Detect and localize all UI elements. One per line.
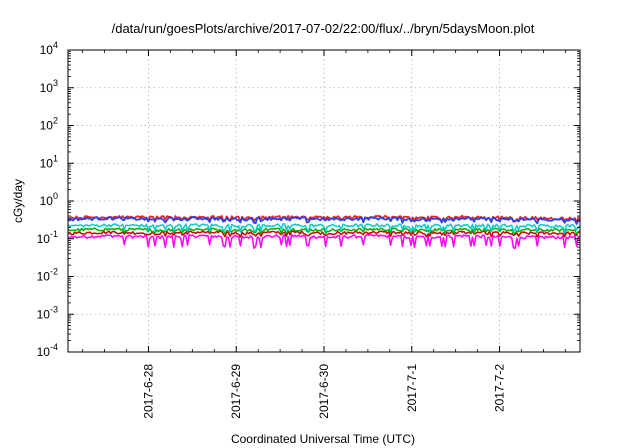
y-axis: 10-4 10-3 10-2 10-1 100 101 102 103 104 [37, 40, 580, 359]
y-tick-label: 10-2 [37, 267, 58, 284]
y-tick-label: 10-1 [37, 229, 58, 246]
y-tick-label: 10-4 [37, 342, 58, 359]
x-tick-label: 2017-6-28 [141, 364, 155, 419]
x-tick-label: 2017-6-30 [317, 364, 331, 419]
y-tick-label: 102 [40, 116, 58, 133]
series-line [67, 233, 581, 250]
chart-title: /data/run/goesPlots/archive/2017-07-02/2… [112, 21, 535, 36]
y-axis-label: cGy/day [11, 179, 25, 223]
series-group [67, 214, 581, 250]
series-line [67, 223, 581, 233]
y-tick-label: 104 [40, 40, 58, 57]
y-tick-label: 103 [40, 78, 58, 95]
x-tick-label: 2017-6-29 [229, 364, 243, 419]
y-tick-label: 101 [40, 153, 58, 170]
y-tick-label: 10-3 [37, 304, 58, 321]
x-tick-label: 2017-7-2 [493, 364, 507, 412]
series-line [67, 215, 581, 225]
x-tick-label: 2017-7-1 [405, 364, 419, 412]
x-axis-label: Coordinated Universal Time (UTC) [231, 432, 415, 446]
y-tick-label: 100 [40, 191, 58, 208]
x-axis: 2017-6-28 2017-6-29 2017-6-30 2017-7-1 2017-… [82, 50, 566, 419]
grid [68, 50, 580, 352]
